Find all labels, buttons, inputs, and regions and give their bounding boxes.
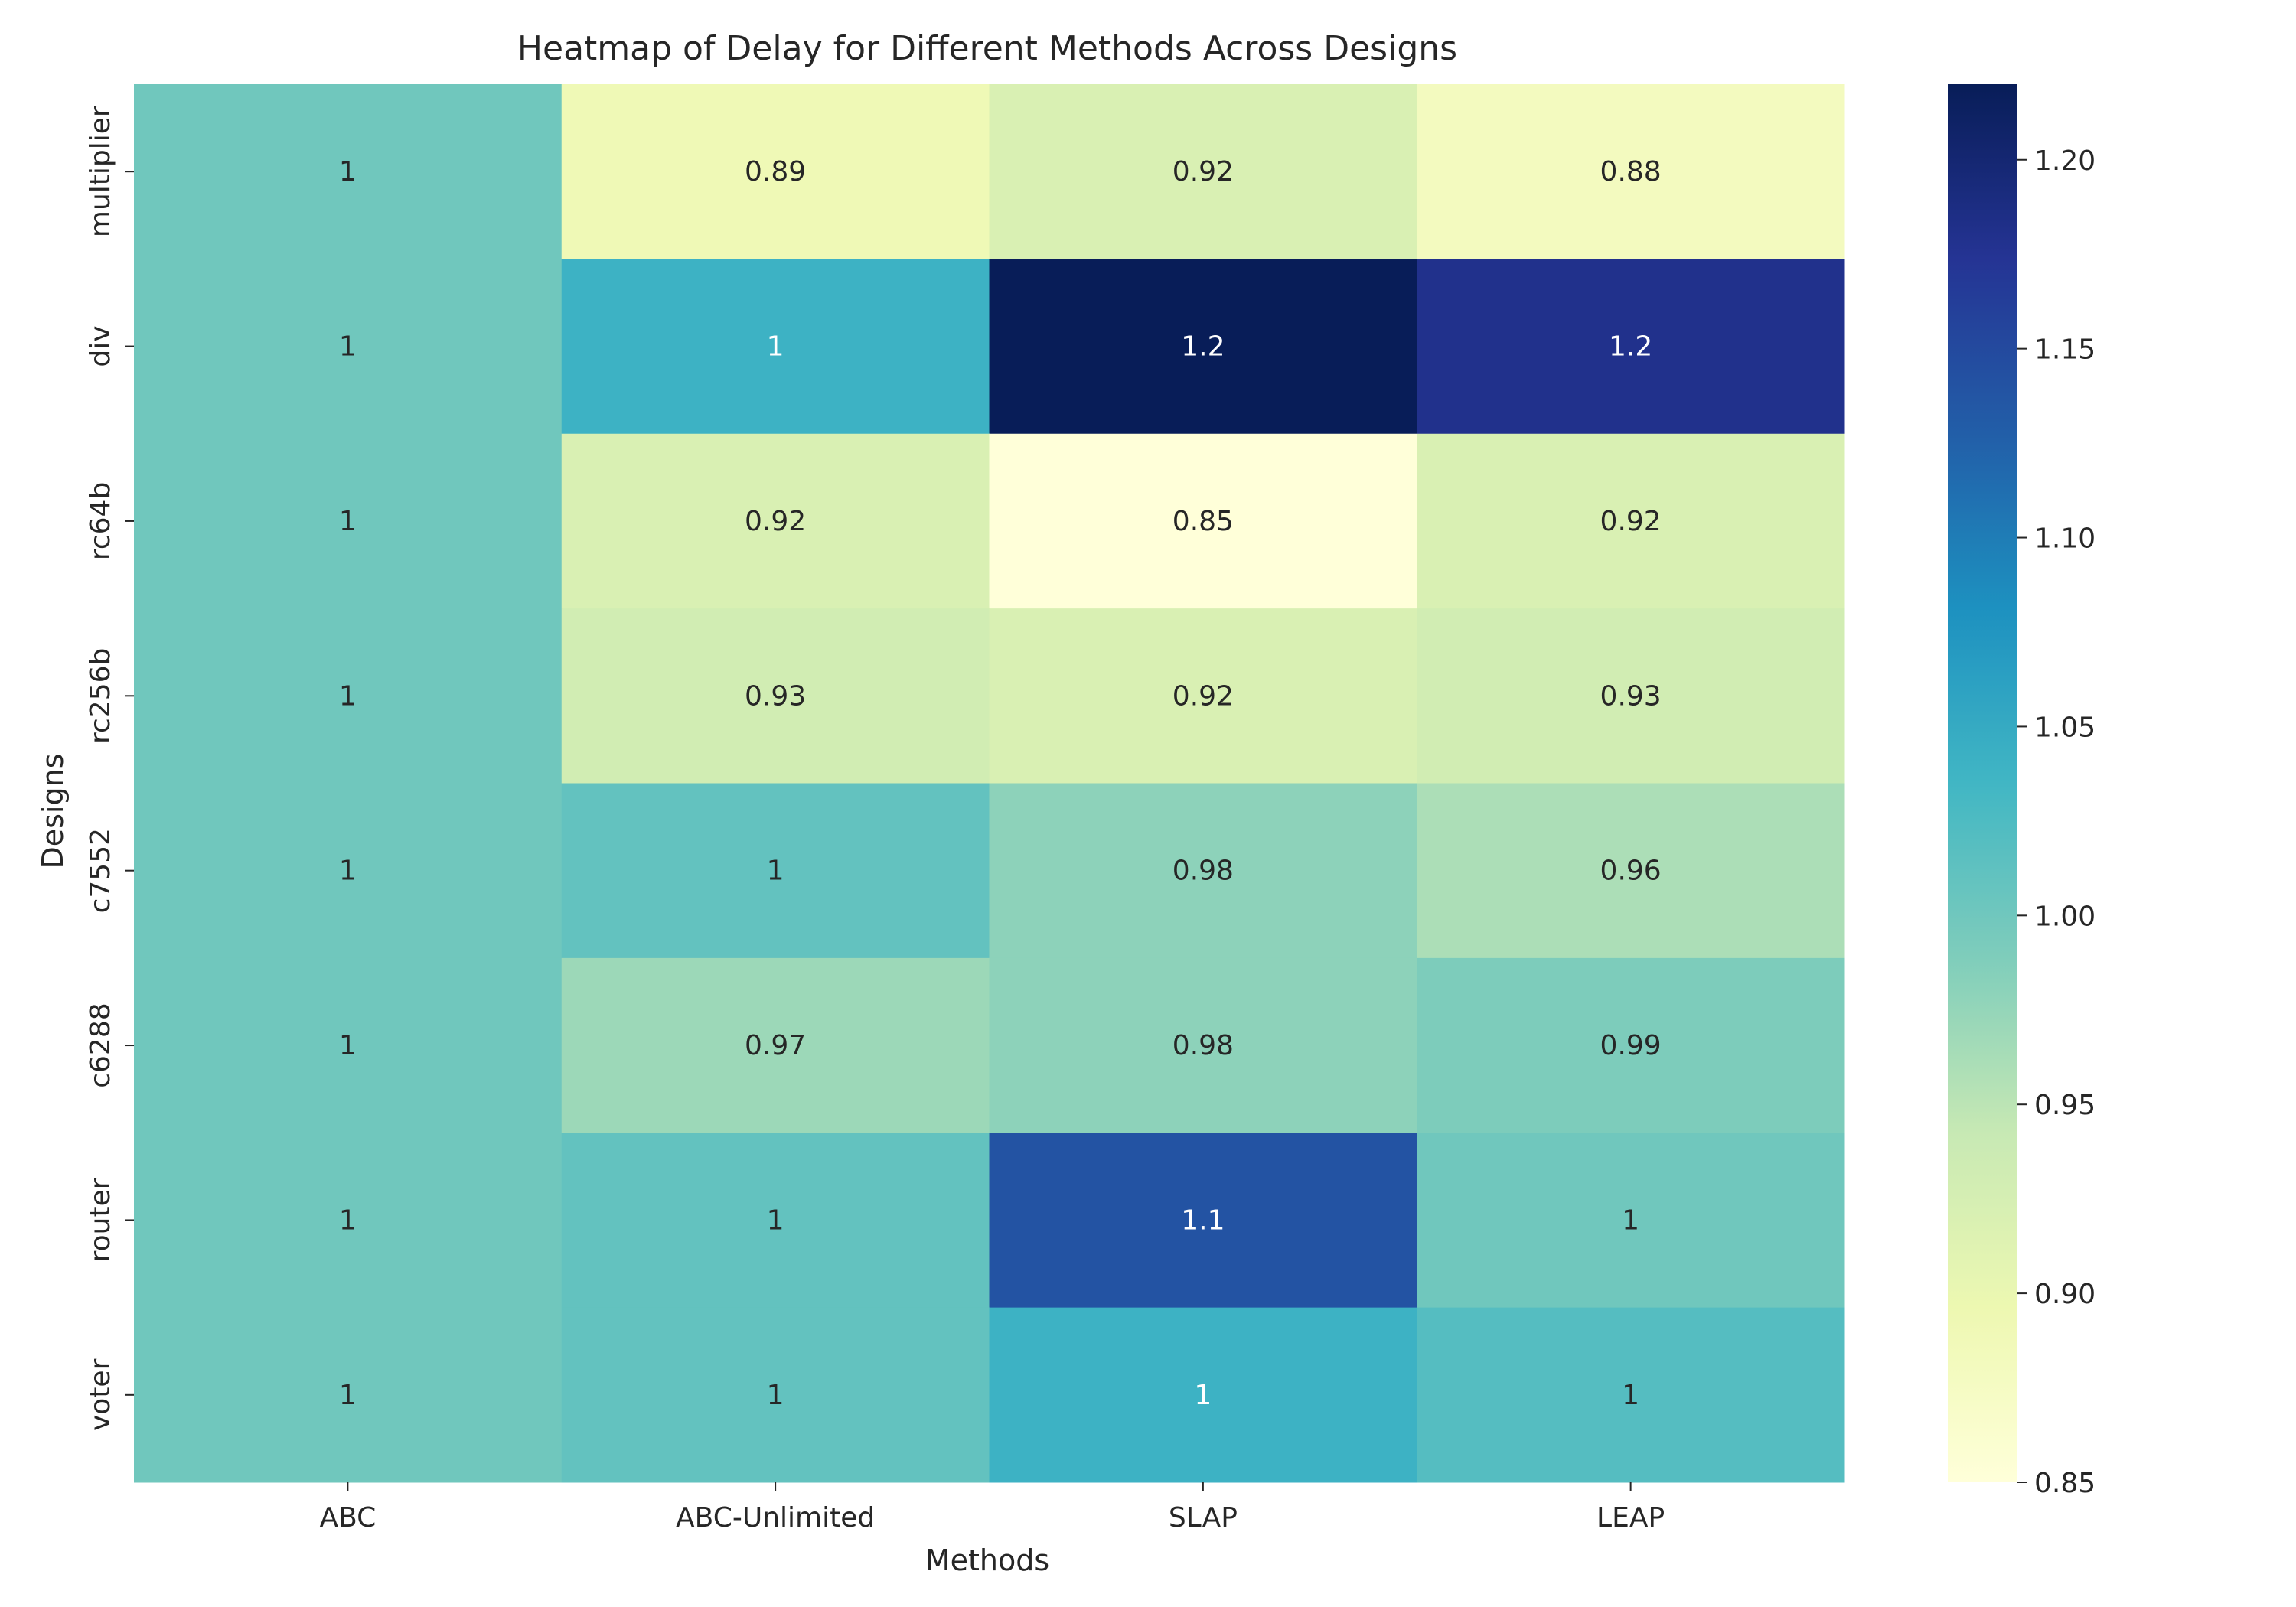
- cell-label: 0.85: [1172, 506, 1234, 537]
- heatmap-cell: [989, 783, 1417, 959]
- cell-label: 0.97: [745, 1030, 806, 1061]
- heatmap-cell: [134, 783, 563, 959]
- heatmap-cell: [989, 957, 1417, 1133]
- heatmap-cell: [561, 259, 990, 435]
- x-tick-label: ABC-Unlimited: [676, 1502, 875, 1534]
- cell-label: 1: [339, 856, 357, 887]
- y-tick-label: rc64b: [85, 482, 116, 560]
- heatmap-cell: [561, 783, 990, 959]
- cell-label: 0.93: [745, 680, 806, 712]
- cell-label: 0.88: [1600, 156, 1662, 187]
- heatmap-cell: [989, 433, 1417, 609]
- y-tick-label: voter: [85, 1358, 116, 1431]
- heatmap-cell: [989, 608, 1417, 784]
- cell-label: 0.92: [1172, 156, 1234, 187]
- colorbar-tick-label: 0.95: [2034, 1090, 2095, 1121]
- colorbar-tick-label: 1.10: [2034, 523, 2095, 555]
- y-axis: multiplier div rc64b rc256b c7552 c6288 router…: [85, 106, 134, 1431]
- chart-title: Heatmap of Delay for Different Methods A…: [517, 29, 1457, 68]
- cell-label: 1.2: [1181, 331, 1225, 363]
- y-tick-label: router: [85, 1178, 116, 1262]
- cell-label: 0.93: [1600, 680, 1662, 712]
- cell-label: 1: [1622, 1380, 1639, 1411]
- cell-label: 0.99: [1600, 1030, 1662, 1061]
- colorbar-tick-label: 1.00: [2034, 901, 2095, 932]
- heatmap-cell: [989, 1133, 1417, 1309]
- cell-label: 1: [767, 331, 784, 363]
- cell-label: 1: [767, 856, 784, 887]
- colorbar-tick-label: 1.15: [2034, 334, 2095, 366]
- colorbar-tick-label: 1.20: [2034, 145, 2095, 177]
- cell-label: 0.92: [745, 506, 806, 537]
- cell-label: 1: [767, 1380, 784, 1411]
- y-axis-label: Designs: [36, 754, 70, 869]
- cell-label: 0.92: [1172, 680, 1234, 712]
- cell-label: 1: [339, 1204, 357, 1236]
- heatmap-cell: [1417, 1307, 1845, 1483]
- cell-label: 0.89: [745, 156, 806, 187]
- cell-label: 0.96: [1600, 856, 1662, 887]
- heatmap-cell: [1417, 259, 1845, 435]
- y-tick-label: rc256b: [85, 648, 116, 744]
- heatmap-cell: [561, 1133, 990, 1309]
- y-tick-label: div: [85, 325, 116, 367]
- heatmap-cell: [561, 1307, 990, 1483]
- cell-label: 1: [1194, 1380, 1212, 1411]
- cell-label: 1: [767, 1204, 784, 1236]
- heatmap-cell: [134, 84, 563, 259]
- colorbar-gradient: [1948, 84, 2017, 1482]
- colorbar: 0.85 0.90 0.95 1.00 1.05 1.10 1.15 1.20: [1948, 84, 2095, 1499]
- cell-label: 1: [339, 1030, 357, 1061]
- cell-label: 1: [339, 331, 357, 363]
- cell-label: 0.92: [1600, 506, 1662, 537]
- heatmap-cell: [1417, 783, 1845, 959]
- x-tick-label: ABC: [319, 1502, 376, 1534]
- cell-label: 1.1: [1181, 1204, 1225, 1236]
- heatmap-cell: [134, 433, 563, 609]
- colorbar-tick-label: 0.90: [2034, 1279, 2095, 1310]
- x-axis: ABC ABC-Unlimited SLAP LEAP: [319, 1482, 1665, 1534]
- heatmap-cell: [1417, 608, 1845, 784]
- heatmap-cell: [134, 957, 563, 1133]
- heatmap-cell: [989, 259, 1417, 435]
- colorbar-tick-label: 1.05: [2034, 712, 2095, 743]
- heatmap-cell: [989, 1307, 1417, 1483]
- heatmap-cell: [561, 433, 990, 609]
- cell-label: 0.98: [1172, 856, 1234, 887]
- cell-label: 1: [339, 506, 357, 537]
- heatmap-cell: [1417, 433, 1845, 609]
- x-axis-label: Methods: [925, 1543, 1049, 1577]
- x-tick-label: SLAP: [1169, 1502, 1238, 1534]
- heatmap-cell: [1417, 1133, 1845, 1309]
- heatmap-cells: 1 0.89 0.92 0.88 1 1 1.2 1.2 1 0.92 0.85 0.92 1 0.93 0…: [134, 84, 1845, 1483]
- heatmap-cell: [1417, 84, 1845, 259]
- x-tick-label: LEAP: [1596, 1502, 1665, 1534]
- y-tick-label: c7552: [85, 828, 116, 913]
- heatmap-cell: [134, 608, 563, 784]
- heatmap-cell: [561, 957, 990, 1133]
- heatmap-cell: [989, 84, 1417, 259]
- heatmap-cell: [134, 1307, 563, 1483]
- cell-label: 1: [339, 156, 357, 187]
- cell-label: 1.2: [1609, 331, 1652, 363]
- heatmap-cell: [134, 1133, 563, 1309]
- heatmap-cell: [561, 608, 990, 784]
- colorbar-tick-label: 0.85: [2034, 1468, 2095, 1499]
- cell-label: 1: [339, 1380, 357, 1411]
- heatmap-cell: [1417, 957, 1845, 1133]
- cell-label: 0.98: [1172, 1030, 1234, 1061]
- heatmap-cell: [134, 259, 563, 435]
- cell-label: 1: [1622, 1204, 1639, 1236]
- heatmap-cell: [561, 84, 990, 259]
- cell-label: 1: [339, 680, 357, 712]
- y-tick-label: c6288: [85, 1002, 116, 1087]
- y-tick-label: multiplier: [85, 106, 116, 237]
